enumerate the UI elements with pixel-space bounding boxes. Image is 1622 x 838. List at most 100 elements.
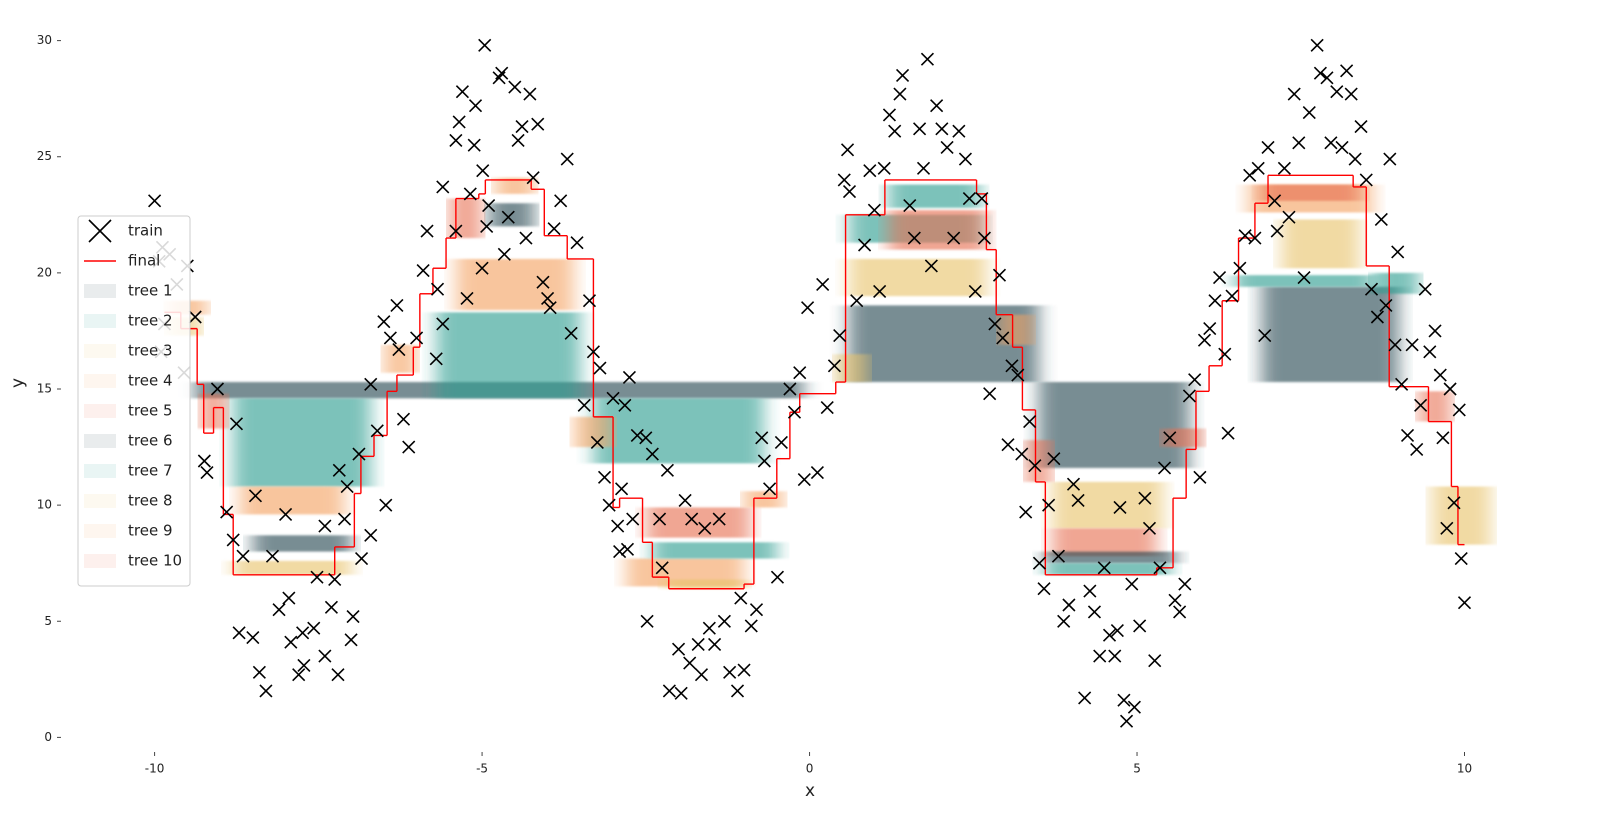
train-point <box>1335 140 1349 155</box>
train-point <box>346 610 360 624</box>
tree-leaf <box>1163 428 1203 448</box>
train-point <box>1019 505 1033 519</box>
train-point <box>913 122 927 136</box>
train-point <box>1400 428 1415 443</box>
final-line <box>164 174 1465 590</box>
train-point <box>1028 459 1042 473</box>
train-point <box>1330 85 1344 99</box>
x-tick-label: -5 <box>476 762 488 776</box>
train-point <box>482 198 496 213</box>
train-point <box>952 124 966 138</box>
train-point <box>284 635 298 649</box>
x-tick-label: 0 <box>806 762 814 776</box>
train-point <box>797 473 811 487</box>
tree-leaf <box>573 416 614 448</box>
train-point <box>354 551 369 566</box>
x-axis-label: x <box>805 781 815 801</box>
train-point <box>1447 496 1461 510</box>
train-point <box>531 117 545 131</box>
train-point <box>1133 619 1147 633</box>
train-point <box>497 247 511 261</box>
tree-leaf <box>645 507 751 538</box>
train-point <box>903 198 917 213</box>
train-point <box>1178 577 1192 591</box>
tree-leaf <box>455 258 574 311</box>
train-point <box>282 591 296 605</box>
x-tick-label: 5 <box>1133 762 1141 776</box>
train-point <box>660 463 674 477</box>
train-point <box>916 161 931 175</box>
train-point <box>685 512 699 526</box>
train-point <box>1212 270 1227 285</box>
train-point <box>416 263 430 278</box>
train-point <box>1001 438 1015 452</box>
train-point <box>691 637 705 652</box>
train-point <box>1370 310 1384 324</box>
legend-label: tree 6 <box>128 432 173 450</box>
legend-swatch <box>84 554 116 568</box>
legend-label: tree 1 <box>128 282 173 300</box>
train-point <box>478 38 492 52</box>
train-point <box>307 621 321 635</box>
tree-leaf <box>848 258 987 297</box>
train-point <box>863 164 877 178</box>
train-point <box>1119 714 1134 728</box>
train-point <box>452 115 466 129</box>
tree-leaf <box>1261 184 1360 201</box>
train-point <box>292 668 306 682</box>
train-point <box>1221 426 1235 440</box>
train-point <box>1344 87 1358 101</box>
train-point <box>236 549 250 563</box>
train-point <box>975 191 989 206</box>
train-point <box>983 387 997 401</box>
train-point <box>1087 605 1102 619</box>
train-point <box>1218 347 1232 361</box>
train-point <box>220 505 234 519</box>
train-point <box>318 649 332 663</box>
train-point <box>774 435 788 449</box>
train-point <box>1359 173 1373 187</box>
tree-leaf <box>888 184 980 208</box>
train-point <box>620 542 635 556</box>
train-point <box>1287 87 1301 101</box>
train-point <box>1173 605 1187 619</box>
legend-swatch <box>84 374 116 388</box>
tree-leaf <box>1431 486 1491 545</box>
train-point <box>694 668 709 682</box>
train-point <box>210 382 225 396</box>
train-point <box>1037 582 1051 596</box>
train-point <box>730 684 745 698</box>
train-point <box>1297 270 1311 285</box>
train-point <box>1188 373 1202 387</box>
tree-bands <box>167 177 1491 589</box>
train-point <box>1405 338 1419 352</box>
tree-leaf <box>652 542 777 559</box>
train-point <box>639 431 653 445</box>
train-point <box>1142 521 1157 535</box>
tree-leaf <box>1281 219 1360 269</box>
train-point <box>436 180 450 194</box>
train-point <box>674 686 688 700</box>
train-point <box>468 99 483 113</box>
train-point <box>1388 338 1402 352</box>
train-point <box>683 656 697 670</box>
train-point <box>515 119 529 134</box>
tree-leaf <box>1261 286 1400 383</box>
train-point <box>640 614 654 628</box>
train-point <box>536 275 550 289</box>
train-point <box>1015 447 1029 461</box>
tree-leaf <box>239 486 345 515</box>
train-point <box>1383 152 1397 166</box>
train-point <box>1051 549 1065 563</box>
train-point <box>337 512 352 526</box>
train-point <box>708 637 722 652</box>
train-point <box>770 570 785 584</box>
train-point <box>671 642 686 656</box>
train-point <box>1168 593 1182 607</box>
train-point <box>1057 614 1071 628</box>
train-point <box>749 603 764 617</box>
train-point <box>1452 403 1466 417</box>
train-point <box>1423 345 1437 359</box>
train-point <box>1238 229 1252 243</box>
train-point <box>495 66 509 80</box>
